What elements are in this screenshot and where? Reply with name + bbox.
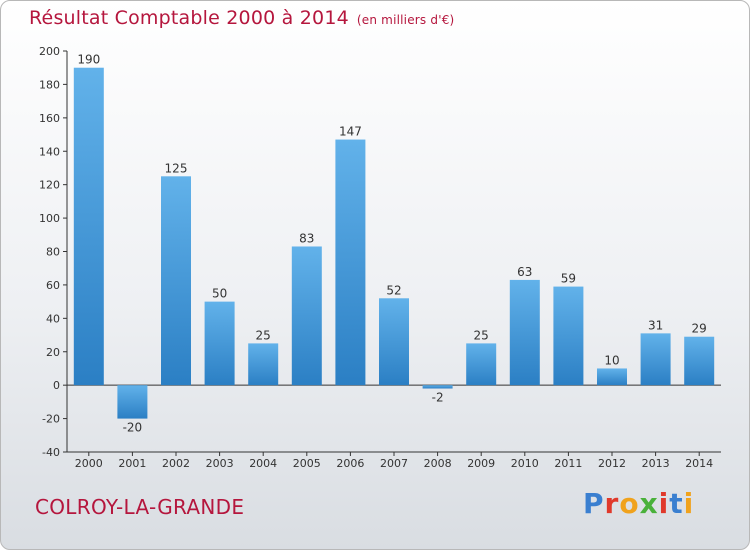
x-tick-label: 2001 [118,457,146,470]
y-tick-label: 100 [39,212,60,225]
y-tick-label: 160 [39,112,60,125]
bar-2004 [248,343,279,386]
x-tick-label: 2012 [598,457,626,470]
x-tick-label: 2002 [162,457,190,470]
x-tick-label: 2013 [642,457,670,470]
value-label-2002: 125 [165,161,188,175]
value-label-2004: 25 [256,328,271,342]
y-tick-label: 200 [39,45,60,58]
town-name: COLROY-LA-GRANDE [35,495,245,519]
bar-2000 [73,67,104,386]
value-label-2012: 10 [604,353,619,367]
x-tick-label: 2010 [511,457,539,470]
y-tick-label: 0 [53,379,60,392]
value-label-2008: -2 [432,391,444,405]
x-tick-label: 2003 [206,457,234,470]
bar-2001 [117,385,148,419]
x-tick-label: 2007 [380,457,408,470]
bar-2011 [553,286,584,386]
x-tick-label: 2011 [554,457,582,470]
y-tick-label: -40 [42,446,60,459]
bar-2013 [640,333,671,386]
bar-2003 [204,301,235,386]
x-tick-label: 2000 [75,457,103,470]
y-tick-label: 180 [39,78,60,91]
value-label-2010: 63 [517,265,532,279]
value-label-2006: 147 [339,125,362,139]
value-label-2009: 25 [474,328,489,342]
chart-title-text: Résultat Comptable 2000 à 2014 [29,7,349,29]
x-tick-label: 2006 [336,457,364,470]
bar-2014 [684,336,715,386]
chart-unit: (en milliers d'€) [356,13,455,27]
bar-2009 [466,343,497,386]
value-label-2007: 52 [386,283,401,297]
proxiti-logo[interactable]: Proxiti [583,487,695,520]
bar-2007 [379,298,409,386]
bar-2006 [335,139,366,386]
y-tick-label: 40 [46,312,60,325]
bar-chart: -40 -20 0 20 40 60 80 100 120 140 160 180 200 2000 200… [39,45,721,470]
y-tick-label: 140 [39,145,60,158]
bar-2002 [161,176,191,386]
x-tick-label: 2014 [685,457,713,470]
value-label-2001: -20 [123,421,143,435]
value-label-2005: 83 [299,231,314,245]
x-tick-label: 2004 [249,457,277,470]
x-tick-label: 2008 [424,457,452,470]
value-label-2003: 50 [212,287,227,301]
value-label-2013: 31 [648,318,663,332]
bar-2005 [291,246,322,386]
value-label-2014: 29 [692,322,707,336]
bar-2008 [422,385,453,389]
x-tick-label: 2009 [467,457,495,470]
y-tick-label: 80 [46,246,60,259]
y-tick-label: 60 [46,279,60,292]
chart-title: Résultat Comptable 2000 à 2014 (en millie… [29,7,454,29]
bar-2012 [597,368,627,386]
y-tick-label: -20 [42,413,60,426]
y-tick-label: 120 [39,179,60,192]
value-label-2000: 190 [77,53,100,67]
y-tick-label: 20 [46,346,60,359]
bar-2010 [509,279,540,386]
x-tick-label: 2005 [293,457,321,470]
value-label-2011: 59 [561,272,576,286]
